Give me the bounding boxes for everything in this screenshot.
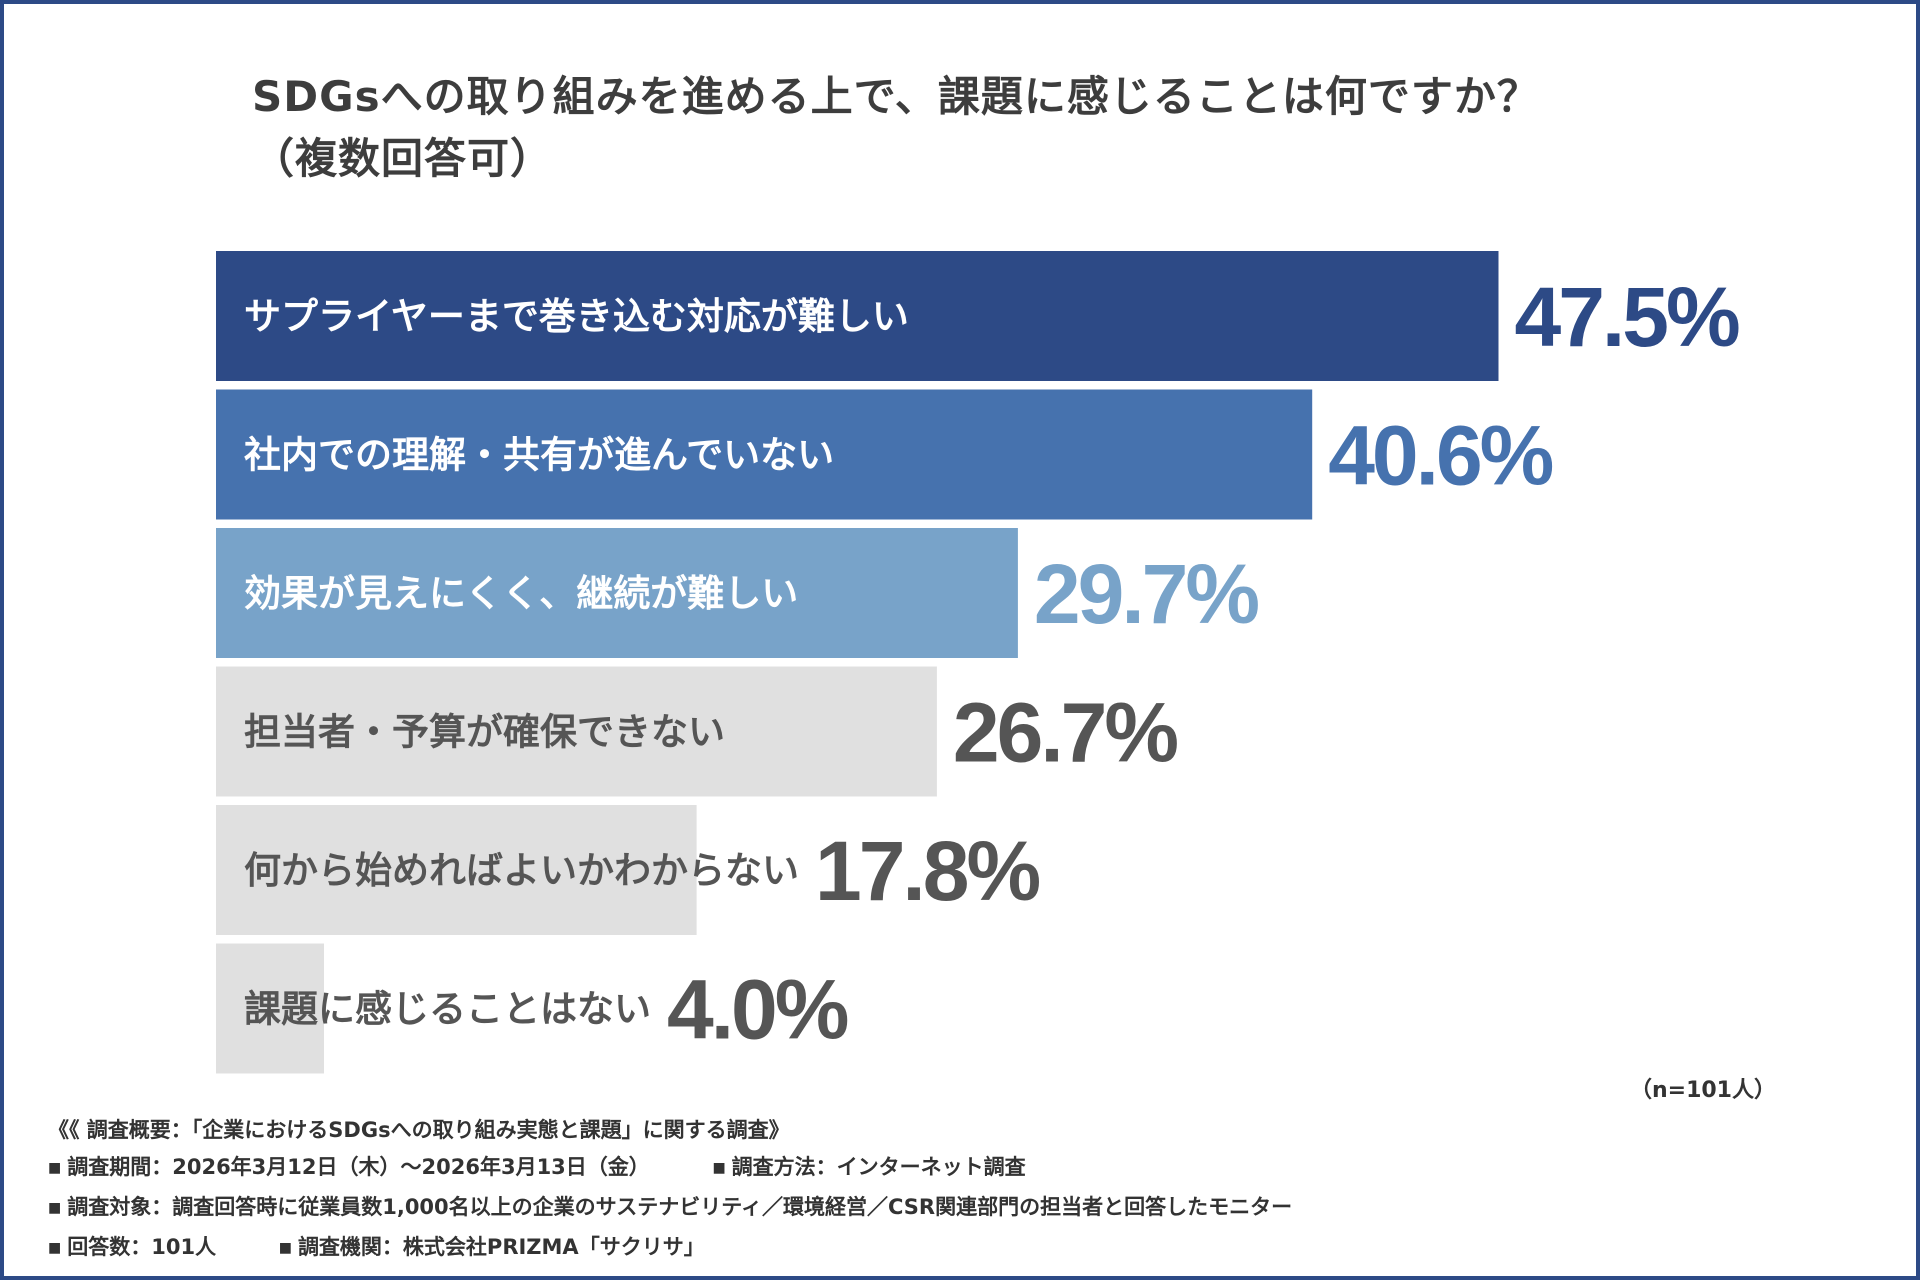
- survey-overview: 《《 調査概要：「企業におけるSDGsへの取り組み実態と課題」に関する調査》 ■…: [48, 1112, 1292, 1269]
- survey-period: 調査期間：2026年3月12日（木）～2026年3月13日（金）: [67, 1155, 650, 1179]
- bar-4: [216, 666, 937, 797]
- bullet-icon: ■: [48, 1160, 62, 1176]
- bar-label-2: 社内での理解・共有が進んでいない: [244, 434, 834, 477]
- chart-title-line1: SDGsへの取り組みを進める上で、課題に感じることは何ですか？: [252, 72, 1540, 121]
- bar-label-6: 課題に感じることはない: [244, 988, 651, 1031]
- bar-3: [216, 528, 1018, 658]
- bar-label-3: 効果が見えにくく、継続が難しい: [244, 572, 798, 615]
- value-label-3: 29.7%: [1034, 547, 1258, 641]
- bullet-icon: ■: [48, 1200, 62, 1216]
- bar-2: [216, 389, 1313, 520]
- bar-1: [216, 251, 1499, 381]
- chart-title-line2: （複数回答可）: [252, 134, 554, 183]
- bullet-icon: ■: [278, 1240, 292, 1256]
- survey-target: 調査対象：調査回答時に従業員数1,000名以上の企業のサステナビリティ／環境経営…: [67, 1195, 1293, 1219]
- bullet-icon: ■: [48, 1240, 62, 1256]
- value-label-2: 40.6%: [1328, 409, 1552, 503]
- value-label-1: 47.5%: [1515, 270, 1739, 364]
- bar-label-1: サプライヤーまで巻き込む対応が難しい: [244, 295, 909, 338]
- value-label-5: 17.8%: [815, 824, 1039, 918]
- bullet-icon: ■: [712, 1160, 726, 1176]
- survey-row-period: ■ 調査期間：2026年3月12日（木）～2026年3月13日（金） ■ 調査方法：…: [48, 1149, 1292, 1189]
- survey-row-target: ■ 調査対象：調査回答時に従業員数1,000名以上の企業のサステナビリティ／環境経…: [48, 1189, 1292, 1229]
- chart-title: SDGsへの取り組みを進める上で、課題に感じることは何ですか？ （複数回答可）: [252, 66, 1752, 190]
- bar-5: [216, 805, 697, 935]
- bar-chart: サプライヤーまで巻き込む対応が難しい 47.5% 社内での理解・共有が進んでいない 4…: [216, 251, 1742, 1074]
- bar-label-4: 担当者・予算が確保できない: [244, 711, 725, 754]
- survey-method: 調査方法：インターネット調査: [731, 1155, 1026, 1179]
- survey-overview-title: 《《 調査概要：「企業におけるSDGsへの取り組み実態と課題」に関する調査》: [48, 1118, 790, 1142]
- survey-org: 調査機関：株式会社PRIZMA「サクリサ」: [297, 1235, 705, 1259]
- value-label-4: 26.7%: [953, 686, 1177, 780]
- bar-6: [216, 943, 324, 1074]
- sample-size-label: （n=101人）: [1629, 1078, 1776, 1103]
- survey-row-count: ■ 回答数：101人 ■ 調査機関：株式会社PRIZMA「サクリサ」: [48, 1229, 1292, 1269]
- survey-count: 回答数：101人: [67, 1235, 217, 1259]
- value-label-6: 4.0%: [667, 963, 848, 1057]
- bar-label-5: 何から始めればよいかわからない: [244, 849, 799, 892]
